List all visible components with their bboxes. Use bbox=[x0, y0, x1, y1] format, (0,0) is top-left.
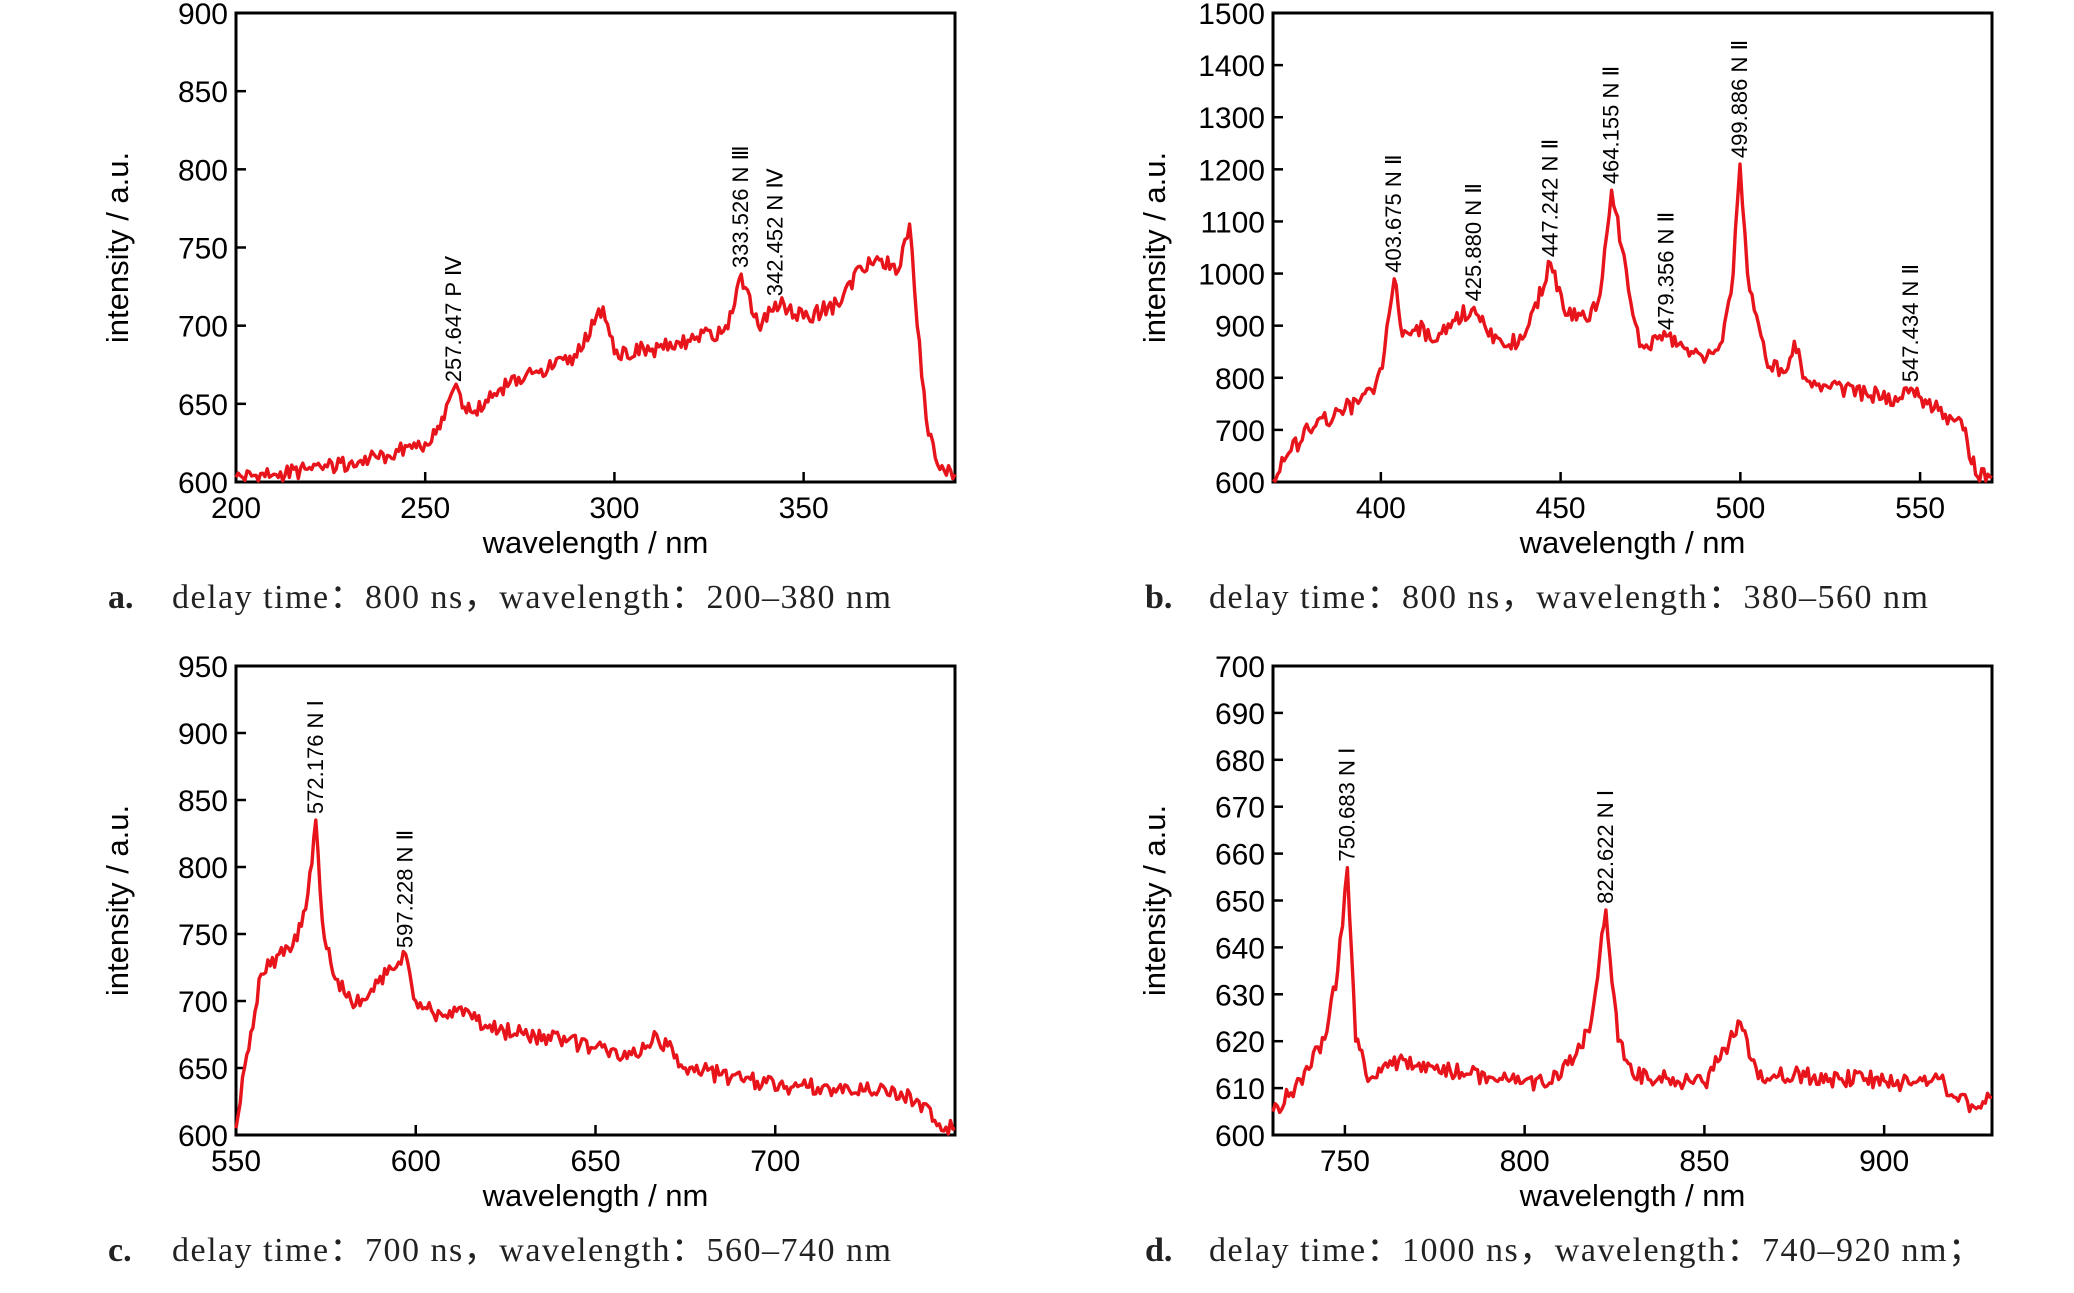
peak-label: 464.155 N Ⅱ bbox=[1599, 66, 1624, 184]
y-tick-label: 950 bbox=[178, 653, 228, 684]
plot-frame bbox=[234, 664, 957, 1137]
x-tick-label: 650 bbox=[570, 1145, 620, 1178]
y-tick-label: 690 bbox=[1215, 698, 1265, 731]
x-tick-label: 400 bbox=[1356, 492, 1406, 525]
y-tick-label: 800 bbox=[178, 154, 228, 187]
x-tick-label: 450 bbox=[1536, 492, 1586, 525]
spectrum-line bbox=[1272, 162, 1993, 483]
x-tick-label: 750 bbox=[1320, 1145, 1370, 1178]
y-tick-label: 670 bbox=[1215, 792, 1265, 825]
x-tick-label: 200 bbox=[211, 492, 261, 525]
y-tick-label: 630 bbox=[1215, 979, 1265, 1012]
y-tick-label: 650 bbox=[178, 1053, 228, 1086]
peak-label: 597.228 N Ⅱ bbox=[393, 830, 418, 948]
x-tick-label: 500 bbox=[1715, 492, 1765, 525]
y-axis-title: intensity / a.u. bbox=[100, 152, 135, 343]
plot-frame bbox=[1271, 664, 1994, 1137]
y-tick-label: 650 bbox=[178, 389, 228, 422]
plot-frame bbox=[1271, 11, 1994, 484]
y-tick-label: 1000 bbox=[1198, 259, 1265, 292]
y-axis-title: intensity / a.u. bbox=[1137, 805, 1172, 996]
x-tick-label: 550 bbox=[1895, 492, 1945, 525]
x-axis-title: wavelength / nm bbox=[482, 1178, 709, 1213]
x-tick-label: 250 bbox=[400, 492, 450, 525]
x-tick-label: 700 bbox=[750, 1145, 800, 1178]
y-tick-label: 700 bbox=[1215, 653, 1265, 684]
y-tick-label: 660 bbox=[1215, 839, 1265, 872]
spectrum-line bbox=[234, 818, 956, 1136]
caption-text: delay time：800 ns，wavelength：380–560 nm bbox=[1209, 579, 1929, 616]
x-tick-label: 550 bbox=[211, 1145, 261, 1178]
y-tick-label: 1100 bbox=[1200, 206, 1265, 239]
y-tick-label: 1300 bbox=[1198, 102, 1265, 135]
x-axis-title: wavelength / nm bbox=[1519, 1178, 1746, 1213]
y-tick-label: 900 bbox=[178, 0, 228, 31]
caption-letter: a. bbox=[108, 579, 134, 616]
y-tick-label: 1400 bbox=[1198, 50, 1265, 83]
panel-b: 600 700 800 900 1000 1100 1200 1300 1400 1500 400 4… bbox=[1037, 0, 2074, 640]
x-tick-label: 850 bbox=[1679, 1145, 1729, 1178]
y-tick-label: 620 bbox=[1215, 1026, 1265, 1059]
caption-text: delay time：1000 ns，wavelength：740–920 nm… bbox=[1209, 1232, 1983, 1269]
panel-a: 600 650 700 750 800 850 900 200 250 300 350 wavelen… bbox=[0, 0, 1037, 640]
y-tick-label: 600 bbox=[1215, 467, 1265, 500]
y-tick-label: 700 bbox=[178, 311, 228, 344]
peak-label: 822.622 N Ⅰ bbox=[1593, 790, 1618, 904]
caption-letter: c. bbox=[108, 1232, 132, 1269]
y-axis-title: intensity / a.u. bbox=[100, 805, 135, 996]
y-tick-label: 900 bbox=[1215, 311, 1265, 344]
y-tick-label: 600 bbox=[178, 467, 228, 500]
chart-d: 600 610 620 630 640 650 660 670 680 690 700 750 800 8… bbox=[1137, 653, 1994, 1269]
x-tick-label: 800 bbox=[1500, 1145, 1550, 1178]
y-tick-label: 750 bbox=[178, 233, 228, 266]
y-tick-label: 650 bbox=[1215, 886, 1265, 919]
peak-label: 425.880 N Ⅱ bbox=[1461, 183, 1486, 301]
peak-label: 447.242 N Ⅱ bbox=[1538, 139, 1563, 257]
caption-letter: b. bbox=[1145, 579, 1172, 616]
peak-label: 403.675 N Ⅱ bbox=[1381, 154, 1406, 272]
y-tick-label: 680 bbox=[1215, 745, 1265, 778]
x-tick-label: 350 bbox=[779, 492, 829, 525]
peak-label: 333.526 N Ⅲ bbox=[728, 145, 753, 268]
y-axis-title: intensity / a.u. bbox=[1137, 152, 1172, 343]
y-tick-label: 850 bbox=[178, 76, 228, 109]
y-tick-label: 800 bbox=[1215, 363, 1265, 396]
y-tick-label: 800 bbox=[178, 852, 228, 885]
y-tick-label: 700 bbox=[1215, 415, 1265, 448]
x-tick-label: 600 bbox=[391, 1145, 441, 1178]
y-tick-label: 850 bbox=[178, 785, 228, 818]
caption-text: delay time：800 ns，wavelength：200–380 nm bbox=[172, 579, 892, 616]
x-axis-title: wavelength / nm bbox=[1519, 525, 1746, 560]
y-tick-label: 750 bbox=[178, 919, 228, 952]
plot-frame bbox=[234, 11, 957, 484]
spectrum-line bbox=[234, 222, 957, 483]
peak-label: 750.683 N Ⅰ bbox=[1334, 748, 1359, 862]
y-tick-label: 610 bbox=[1215, 1073, 1265, 1106]
y-tick-label: 1200 bbox=[1198, 154, 1265, 187]
peak-label: 499.886 N Ⅱ bbox=[1727, 40, 1752, 158]
y-tick-label: 600 bbox=[178, 1120, 228, 1153]
peak-label: 572.176 N Ⅰ bbox=[303, 700, 328, 814]
y-tick-label: 600 bbox=[1215, 1120, 1265, 1153]
y-tick-label: 700 bbox=[178, 986, 228, 1019]
y-tick-label: 1500 bbox=[1198, 0, 1265, 31]
spectrum-line bbox=[1271, 865, 1993, 1115]
y-tick-label: 900 bbox=[178, 718, 228, 751]
peak-label: 479.356 N Ⅱ bbox=[1653, 212, 1678, 330]
y-tick-label: 640 bbox=[1215, 932, 1265, 965]
x-tick-label: 900 bbox=[1859, 1145, 1909, 1178]
caption-text: delay time：700 ns，wavelength：560–740 nm bbox=[172, 1232, 892, 1269]
peak-label: 342.452 N Ⅳ bbox=[762, 168, 787, 297]
x-tick-label: 300 bbox=[589, 492, 639, 525]
panel-d: 600 610 620 630 640 650 660 670 680 690 700 750 800 8… bbox=[1037, 653, 2074, 1293]
peak-label: 257.647 P Ⅳ bbox=[441, 255, 466, 382]
x-axis-title: wavelength / nm bbox=[482, 525, 709, 560]
panel-c: 600 650 700 750 800 850 900 950 550 600 650 700 wave… bbox=[0, 653, 1037, 1293]
caption-letter: d. bbox=[1145, 1232, 1172, 1269]
chart-a: 600 650 700 750 800 850 900 200 250 300 350 wavelen… bbox=[100, 0, 957, 616]
peak-label: 547.434 N Ⅱ bbox=[1898, 264, 1923, 382]
chart-b: 600 700 800 900 1000 1100 1200 1300 1400 1500 400 4… bbox=[1137, 0, 1994, 616]
